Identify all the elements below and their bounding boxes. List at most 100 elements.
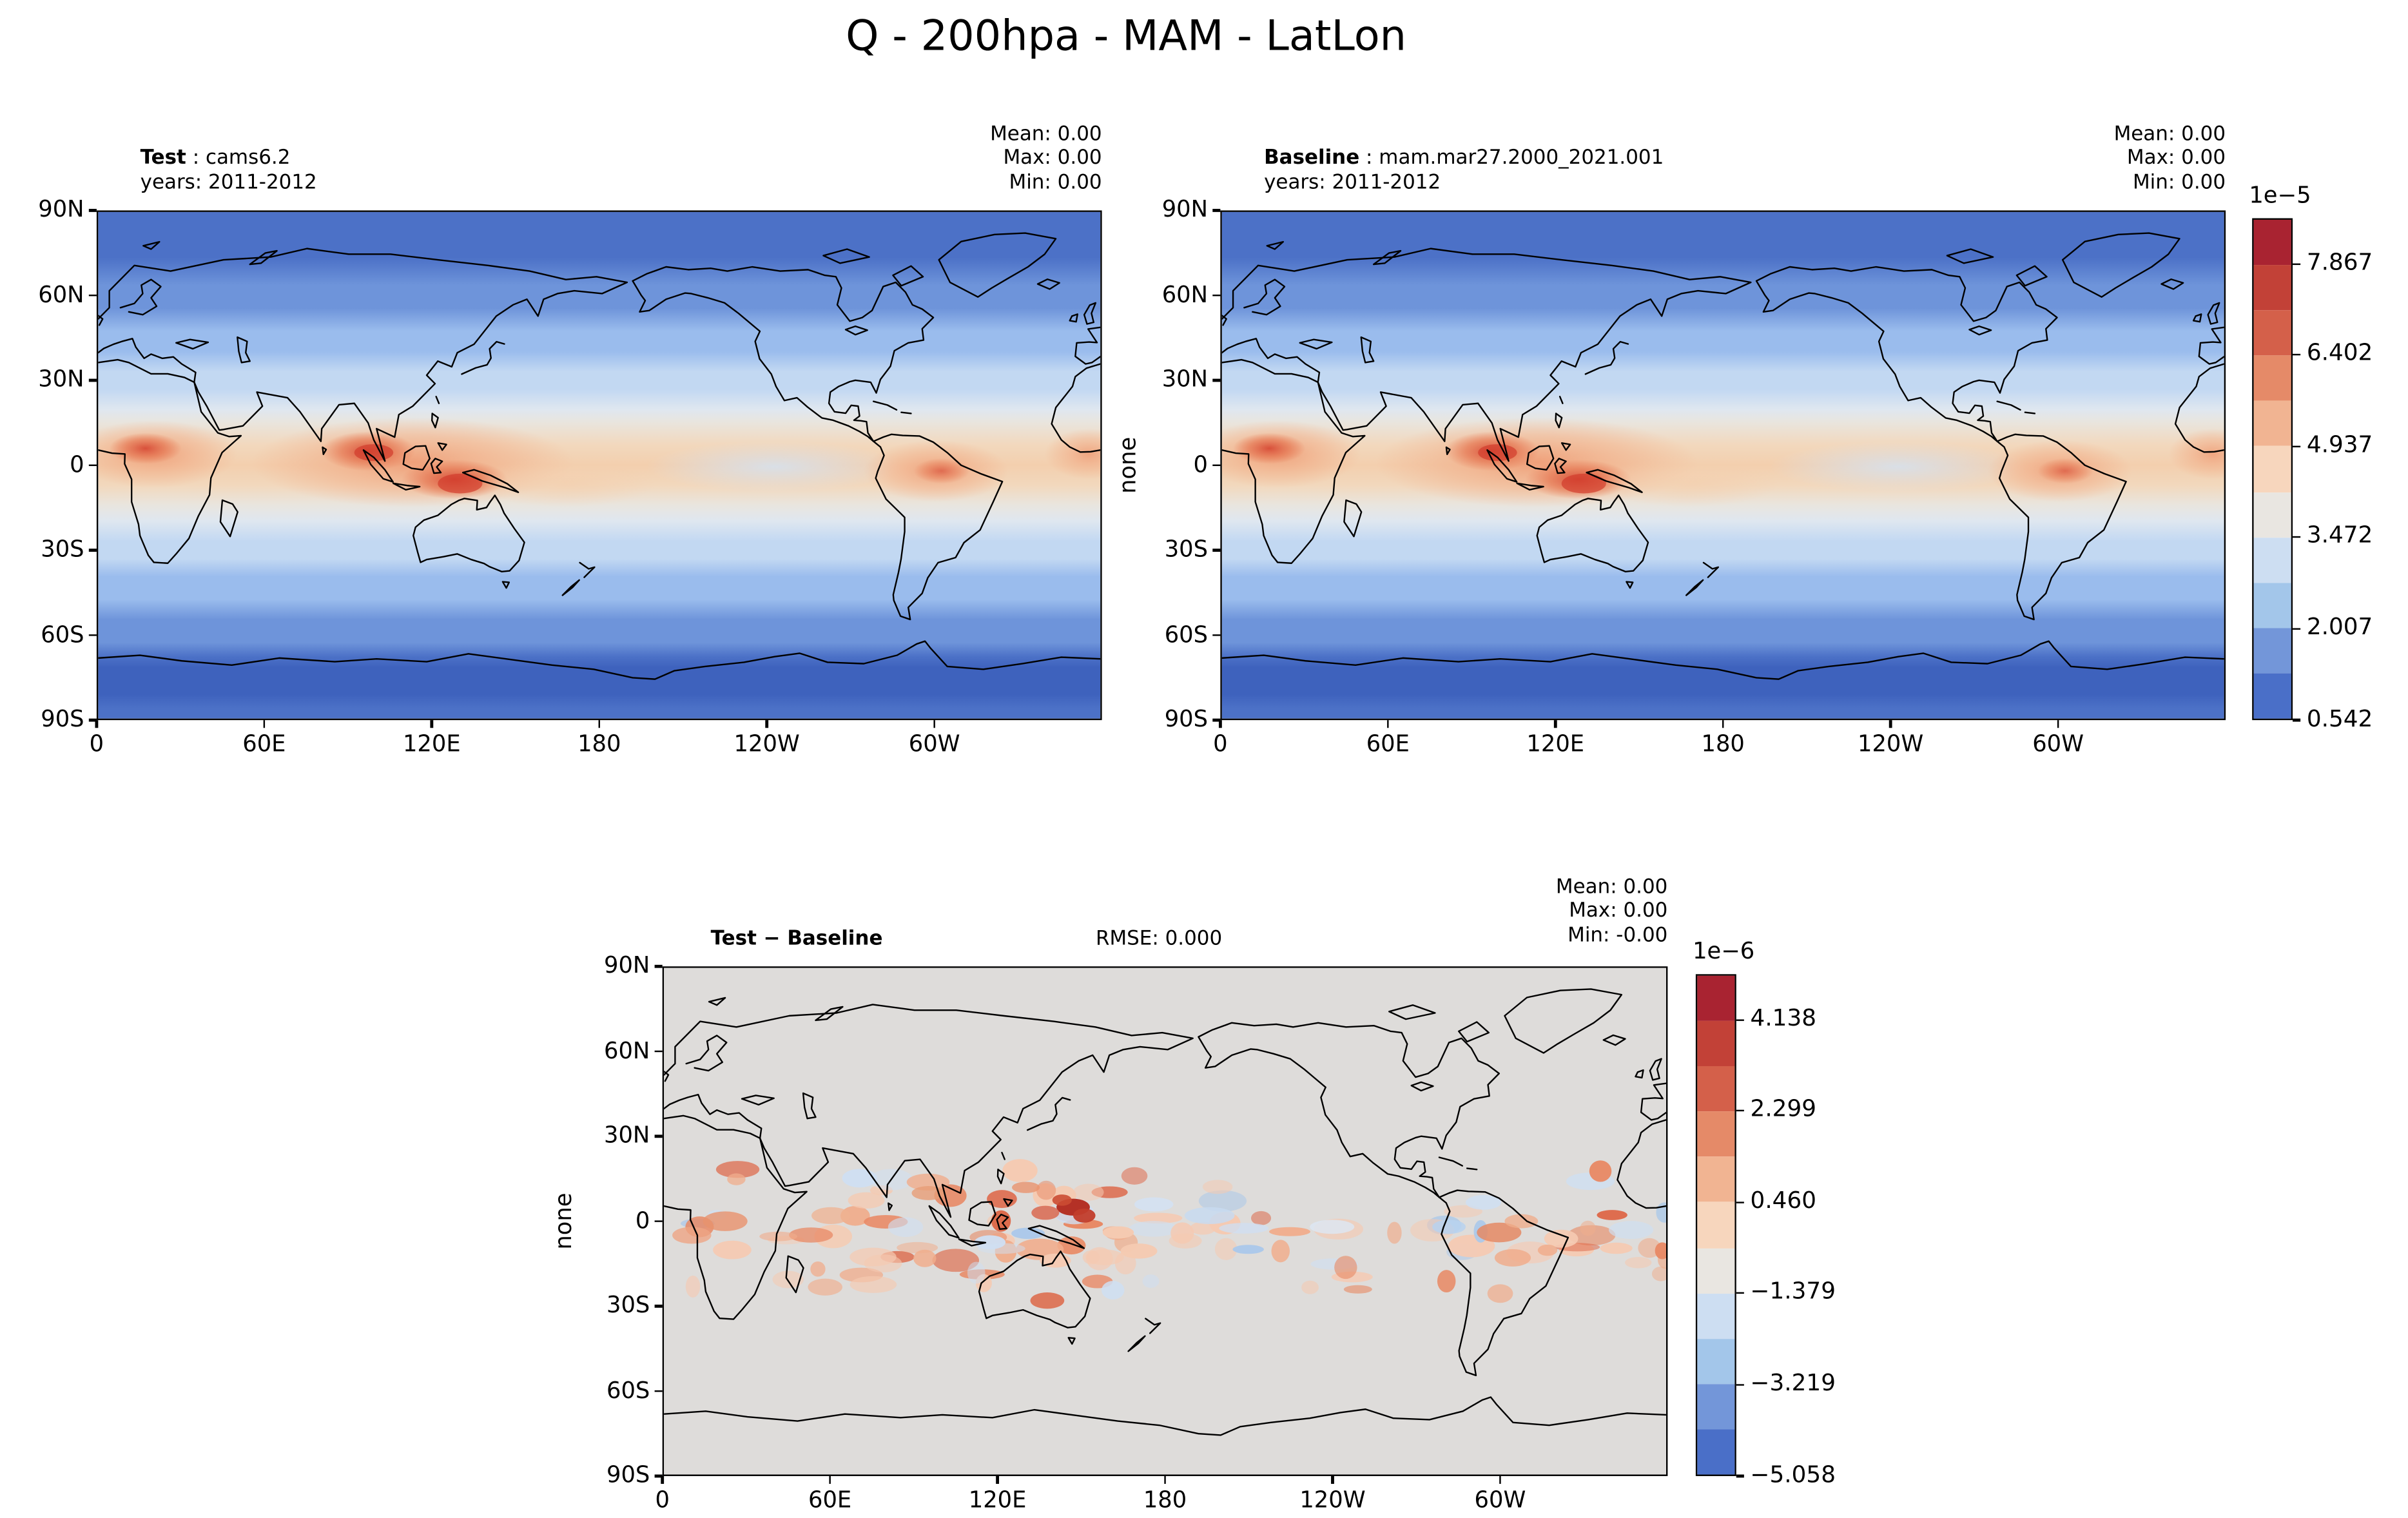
colorbar-segment — [1697, 1247, 1735, 1294]
test-y-tick-label: 30N — [38, 366, 84, 393]
test-years: years: 2011-2012 — [140, 171, 317, 195]
colorbar-tick-mark — [1736, 1201, 1744, 1203]
test-y-tick-label: 0 — [70, 451, 84, 478]
diff-y-tick-mark — [654, 1220, 663, 1222]
diff-x-tick-label: 120E — [968, 1486, 1027, 1513]
baseline-label: Baseline : mam.mar27.2000_2021.001 — [1264, 146, 1664, 171]
colorbar-segment — [2253, 537, 2291, 583]
baseline-y-tick-label: 30N — [1161, 366, 1209, 393]
colorbar-tick-label: −3.219 — [1750, 1370, 1836, 1397]
diff-x-tick-mark — [1499, 1475, 1501, 1484]
test-y-tick-mark — [88, 634, 97, 636]
test-x-tick-label: 60W — [908, 731, 960, 758]
stat-max: Max: 0.00 — [1003, 147, 1102, 171]
colorbar-segment — [2253, 628, 2291, 674]
coastlines — [1221, 232, 2224, 680]
stat-max: Max: 0.00 — [2126, 147, 2226, 171]
colorbar-tick-mark — [1736, 1018, 1744, 1021]
diff-map — [662, 966, 1668, 1476]
baseline-x-tick-mark — [1554, 720, 1557, 728]
test-label: Test : cams6.2 — [141, 146, 317, 171]
diff-y-tick-label: 90N — [604, 952, 650, 979]
baseline-x-tick-label: 120W — [1858, 731, 1924, 758]
test-map-canvas — [98, 211, 1101, 719]
test-x-tick-label: 120W — [733, 731, 800, 758]
baseline-y-tick-mark — [1212, 549, 1221, 551]
diff-x-tick-label: 0 — [655, 1486, 670, 1513]
diff-y-tick-mark — [654, 1390, 663, 1392]
diff-x-tick-label: 60W — [1474, 1486, 1526, 1513]
stat-mean: Mean: 0.00 — [1555, 875, 1668, 900]
diff-x-tick-mark — [1332, 1475, 1334, 1484]
test-x-tick-mark — [933, 720, 936, 728]
colorbar-segment — [2253, 492, 2291, 538]
colorbar-tick-mark — [2293, 536, 2301, 539]
colorbar-segment — [2253, 265, 2291, 311]
baseline-y-tick-mark — [1212, 209, 1221, 211]
test-y-tick-label: 90S — [41, 706, 84, 733]
diff-y-tick-mark — [654, 965, 663, 968]
colorbar-tick-label: 0.460 — [1750, 1187, 1817, 1214]
diff-rmse: RMSE: 0.000 — [1095, 927, 1223, 951]
colorbar-segment — [2253, 582, 2291, 628]
stat-max: Max: 0.00 — [1569, 900, 1668, 924]
baseline-y-tick-label: 30S — [1164, 536, 1209, 563]
diff-y-tick-label: 0 — [635, 1207, 650, 1234]
colorbar-2 — [1695, 974, 1736, 1476]
colorbar-1 — [2252, 218, 2293, 721]
baseline-y-tick-label: 0 — [1193, 451, 1209, 478]
baseline-y-tick-label: 60S — [1164, 621, 1209, 648]
test-x-tick-mark — [95, 720, 98, 728]
baseline-y-tick-mark — [1212, 464, 1221, 467]
baseline-x-tick-mark — [1722, 720, 1724, 728]
baseline-name: Baseline — [1264, 146, 1360, 170]
test-x-tick-mark — [598, 720, 601, 728]
humidity-maxima — [1221, 417, 2224, 508]
test-y-tick-label: 60N — [38, 281, 84, 308]
baseline-y-tick-mark — [1212, 634, 1221, 636]
colorbar-segment — [1697, 975, 1735, 1022]
colorbar-tick-mark — [2293, 445, 2301, 447]
colorbar-segment — [2253, 446, 2291, 492]
colorbar-tick-label: −1.379 — [1750, 1278, 1836, 1305]
test-y-tick-label: 90N — [38, 196, 84, 223]
colorbar-segment — [1697, 1021, 1735, 1067]
colorbar-tick-label: 7.867 — [2306, 249, 2373, 276]
test-name: Test — [140, 146, 186, 170]
diff-y-tick-label: 90S — [607, 1462, 650, 1489]
baseline-x-tick-mark — [1386, 720, 1389, 728]
diff-stats: Mean: 0.00 Max: 0.00 Min: -0.00 — [1556, 876, 1668, 948]
baseline-stats: Mean: 0.00 Max: 0.00 Min: 0.00 — [2114, 123, 2226, 195]
baseline-source: : mam.mar27.2000_2021.001 — [1359, 146, 1664, 170]
colorbar-tick-label: 2.299 — [1750, 1096, 1817, 1123]
coastlines — [664, 988, 1666, 1436]
colorbar-segment — [1697, 1202, 1735, 1248]
colorbar1-exponent: 1e−5 — [2249, 182, 2311, 209]
colorbar-segment — [2253, 310, 2291, 356]
test-y-tick-mark — [88, 464, 97, 467]
test-y-tick-label: 30S — [41, 536, 84, 563]
diff-y-tick-mark — [654, 1135, 663, 1138]
colorbar-tick-mark — [2293, 262, 2301, 265]
colorbar-tick-mark — [1736, 1110, 1744, 1113]
coastlines — [98, 232, 1101, 680]
baseline-x-tick-label: 60W — [2032, 731, 2084, 758]
test-x-tick-label: 60E — [242, 731, 286, 758]
diff-label: Test − Baseline — [711, 928, 883, 953]
baseline-x-tick-mark — [1889, 720, 1892, 728]
baseline-x-tick-label: 180 — [1701, 731, 1745, 758]
diff-y-tick-mark — [654, 1050, 663, 1053]
baseline-map-canvas — [1221, 211, 2224, 719]
baseline-y-tick-label: 90N — [1161, 196, 1209, 223]
baseline-x-tick-label: 120E — [1526, 731, 1585, 758]
colorbar-segment — [1697, 1383, 1735, 1430]
colorbar-segment — [1697, 1338, 1735, 1384]
colorbar-tick-mark — [2293, 719, 2301, 721]
humidity-maxima — [98, 417, 1101, 508]
test-y-tick-mark — [88, 719, 97, 721]
diff-x-tick-mark — [829, 1475, 831, 1484]
stat-mean: Mean: 0.00 — [2113, 123, 2226, 147]
diff-name: Test − Baseline — [710, 927, 883, 951]
stat-min: Min: 0.00 — [2132, 171, 2226, 195]
